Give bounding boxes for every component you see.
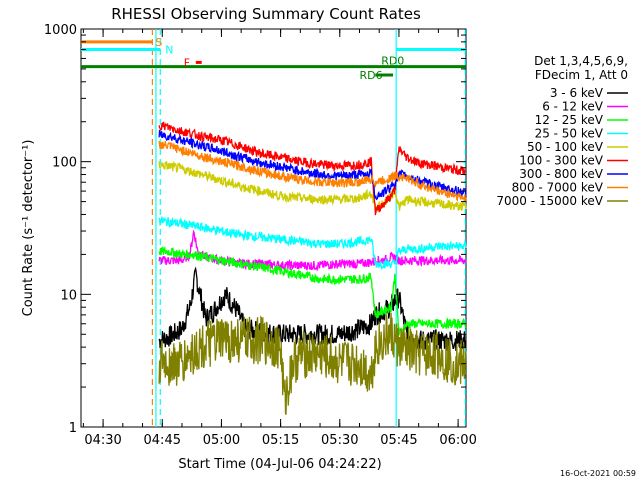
x-tick-label: 06:00 xyxy=(439,433,476,448)
y-tick-label: 1000 xyxy=(44,23,77,38)
legend-label: 800 - 7000 keV xyxy=(512,181,604,195)
y-tick-label: 1 xyxy=(69,421,77,436)
series-layer xyxy=(158,121,467,415)
y-tick-label: 100 xyxy=(52,156,77,171)
x-tick-label: 05:45 xyxy=(380,433,417,448)
series-line xyxy=(158,121,467,216)
label-rd0: RD0 xyxy=(381,55,404,68)
series-line xyxy=(158,245,467,336)
legend-label: 7000 - 15000 keV xyxy=(496,194,603,208)
plot-frame xyxy=(80,28,467,428)
legend-label: 6 - 12 keV xyxy=(542,100,604,114)
label-s: S xyxy=(155,36,162,49)
label-rd6: RD6 xyxy=(359,69,382,82)
series-line xyxy=(158,216,467,271)
label-f: F xyxy=(184,56,190,69)
legend-label: 100 - 300 keV xyxy=(519,154,603,168)
x-tick-label: 05:15 xyxy=(262,433,299,448)
legend-label: 300 - 800 keV xyxy=(519,167,603,181)
legend-header-2: FDecim 1, Att 0 xyxy=(535,68,628,82)
legend-label: 3 - 6 keV xyxy=(550,86,604,100)
label-n: N xyxy=(165,44,173,57)
y-axis-label: Count Rate (s⁻¹ detector⁻¹) xyxy=(21,140,36,317)
series-line xyxy=(158,160,467,214)
tick-layer: 04:30 04:45 05:00 05:15 05:30 05:45 06:00 1 10 10… xyxy=(44,23,477,448)
x-tick-label: 05:30 xyxy=(321,433,358,448)
x-tick-label: 04:30 xyxy=(84,433,121,448)
y-tick-label: 10 xyxy=(60,288,77,303)
x-tick-label: 04:45 xyxy=(144,433,181,448)
x-tick-label: 05:00 xyxy=(203,433,240,448)
legend-label: 12 - 25 keV xyxy=(535,113,604,127)
x-axis-label: Start Time (04-Jul-06 04:24:22) xyxy=(178,457,381,472)
timestamp: 16-Oct-2021 00:59 xyxy=(560,469,636,478)
series-line xyxy=(158,141,467,202)
legend-label: 25 - 50 keV xyxy=(535,127,604,141)
legend-label: 50 - 100 keV xyxy=(527,140,604,154)
series-line xyxy=(158,312,467,415)
legend-header-1: Det 1,3,4,5,6,9, xyxy=(534,54,628,68)
chart-title: RHESSI Observing Summary Count Rates xyxy=(111,5,421,23)
